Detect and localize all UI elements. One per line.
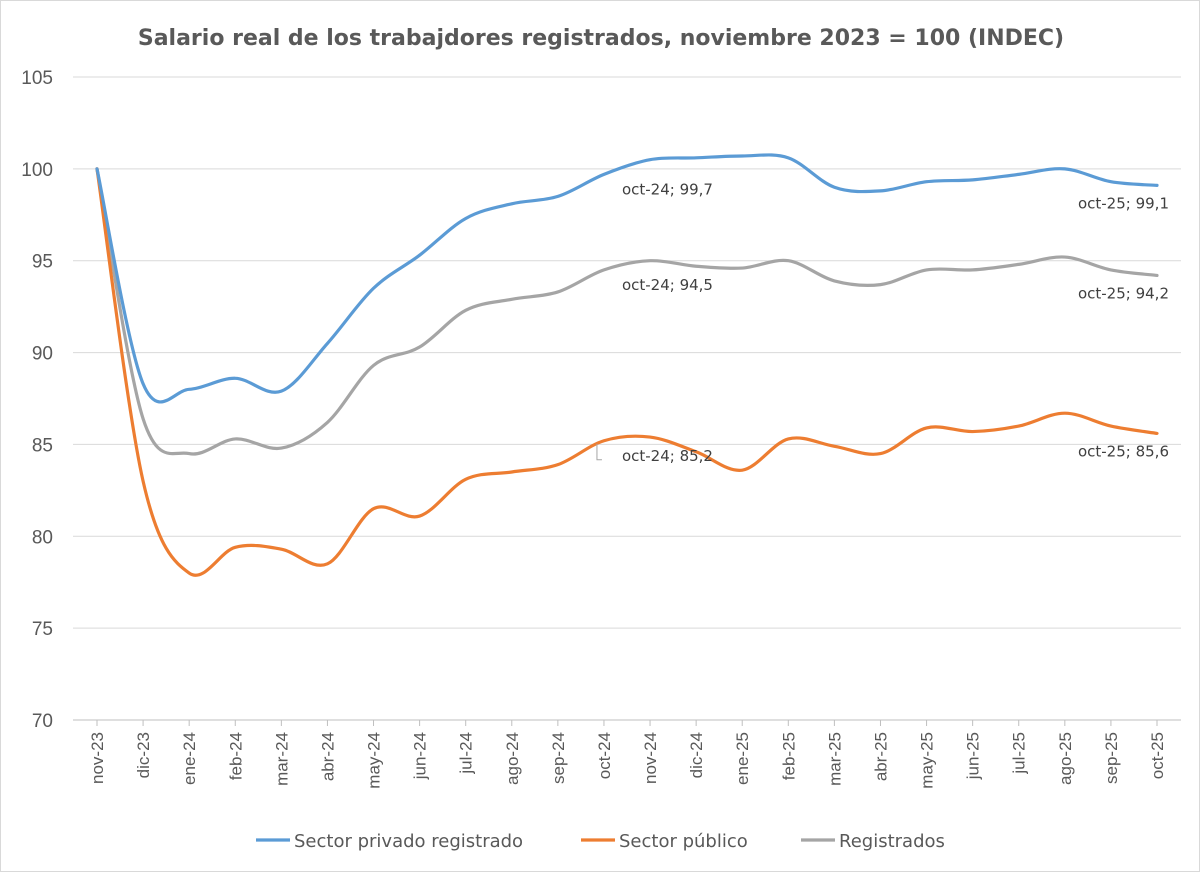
x-tick-label: nov-23	[88, 732, 107, 784]
x-tick-label: dic-23	[134, 732, 153, 778]
data-labels: oct-24; 99,7 oct-25; 99,1 oct-24; 85,2 oct-…	[596, 180, 1169, 465]
x-tick-label: ago-25	[1056, 732, 1075, 785]
x-tick-label: sep-25	[1102, 732, 1121, 784]
y-tick-label: 70	[32, 711, 53, 732]
x-tick-label: mar-25	[825, 732, 844, 786]
x-tick-label: feb-24	[226, 732, 245, 780]
x-tick-label: jun-25	[964, 732, 983, 780]
x-tick-label: nov-24	[641, 732, 660, 784]
legend[interactable]: Sector privado registrado Sector público R…	[256, 831, 945, 852]
x-tick-label: feb-25	[779, 732, 798, 780]
y-tick-label: 90	[32, 344, 53, 365]
series-line-2[interactable]	[95, 167, 1159, 456]
data-label: oct-24; 99,7	[622, 180, 713, 198]
y-tick-label: 95	[32, 252, 53, 273]
legend-label[interactable]: Sector público	[619, 831, 748, 852]
series-line-0[interactable]	[95, 153, 1159, 404]
x-tick-label: oct-25	[1148, 732, 1167, 779]
x-tick-label: jul-25	[1010, 732, 1029, 775]
legend-label[interactable]: Registrados	[839, 831, 945, 852]
data-label-leader	[596, 443, 602, 461]
x-tick-label: sep-24	[549, 732, 568, 784]
y-tick-label: 105	[21, 68, 53, 89]
x-tick-label: abr-24	[318, 732, 337, 781]
data-label: oct-25; 85,6	[1078, 442, 1169, 460]
y-tick-label: 100	[21, 160, 53, 181]
axes: 70 75 80 85 90 95 100 105 nov-23 dic-23 ene-24 feb-…	[21, 68, 1181, 789]
x-tick-label: may-25	[918, 732, 937, 789]
x-tick-label: dic-24	[687, 732, 706, 778]
data-label: oct-25; 99,1	[1078, 194, 1169, 212]
series-lines	[95, 153, 1159, 577]
x-tick-label: ene-25	[733, 732, 752, 785]
x-tick-label: mar-24	[272, 732, 291, 786]
x-tick-label: ago-24	[503, 732, 522, 785]
legend-label[interactable]: Sector privado registrado	[294, 831, 523, 852]
x-tick-label: jun-24	[411, 732, 430, 780]
x-tick-label: ene-24	[180, 732, 199, 785]
data-label: oct-25; 94,2	[1078, 284, 1169, 302]
data-label: oct-24; 85,2	[622, 447, 713, 465]
chart-title: Salario real de los trabajdores registra…	[138, 26, 1064, 51]
data-label: oct-24; 94,5	[622, 276, 713, 294]
x-tick-label: abr-25	[871, 732, 890, 781]
y-tick-label: 80	[32, 527, 53, 548]
x-tick-label: may-24	[365, 732, 384, 789]
x-tick-label: jul-24	[457, 732, 476, 775]
y-tick-label: 75	[32, 619, 53, 640]
y-tick-label: 85	[32, 435, 53, 456]
series-line-1[interactable]	[95, 167, 1159, 577]
x-tick-label: oct-24	[595, 732, 614, 779]
